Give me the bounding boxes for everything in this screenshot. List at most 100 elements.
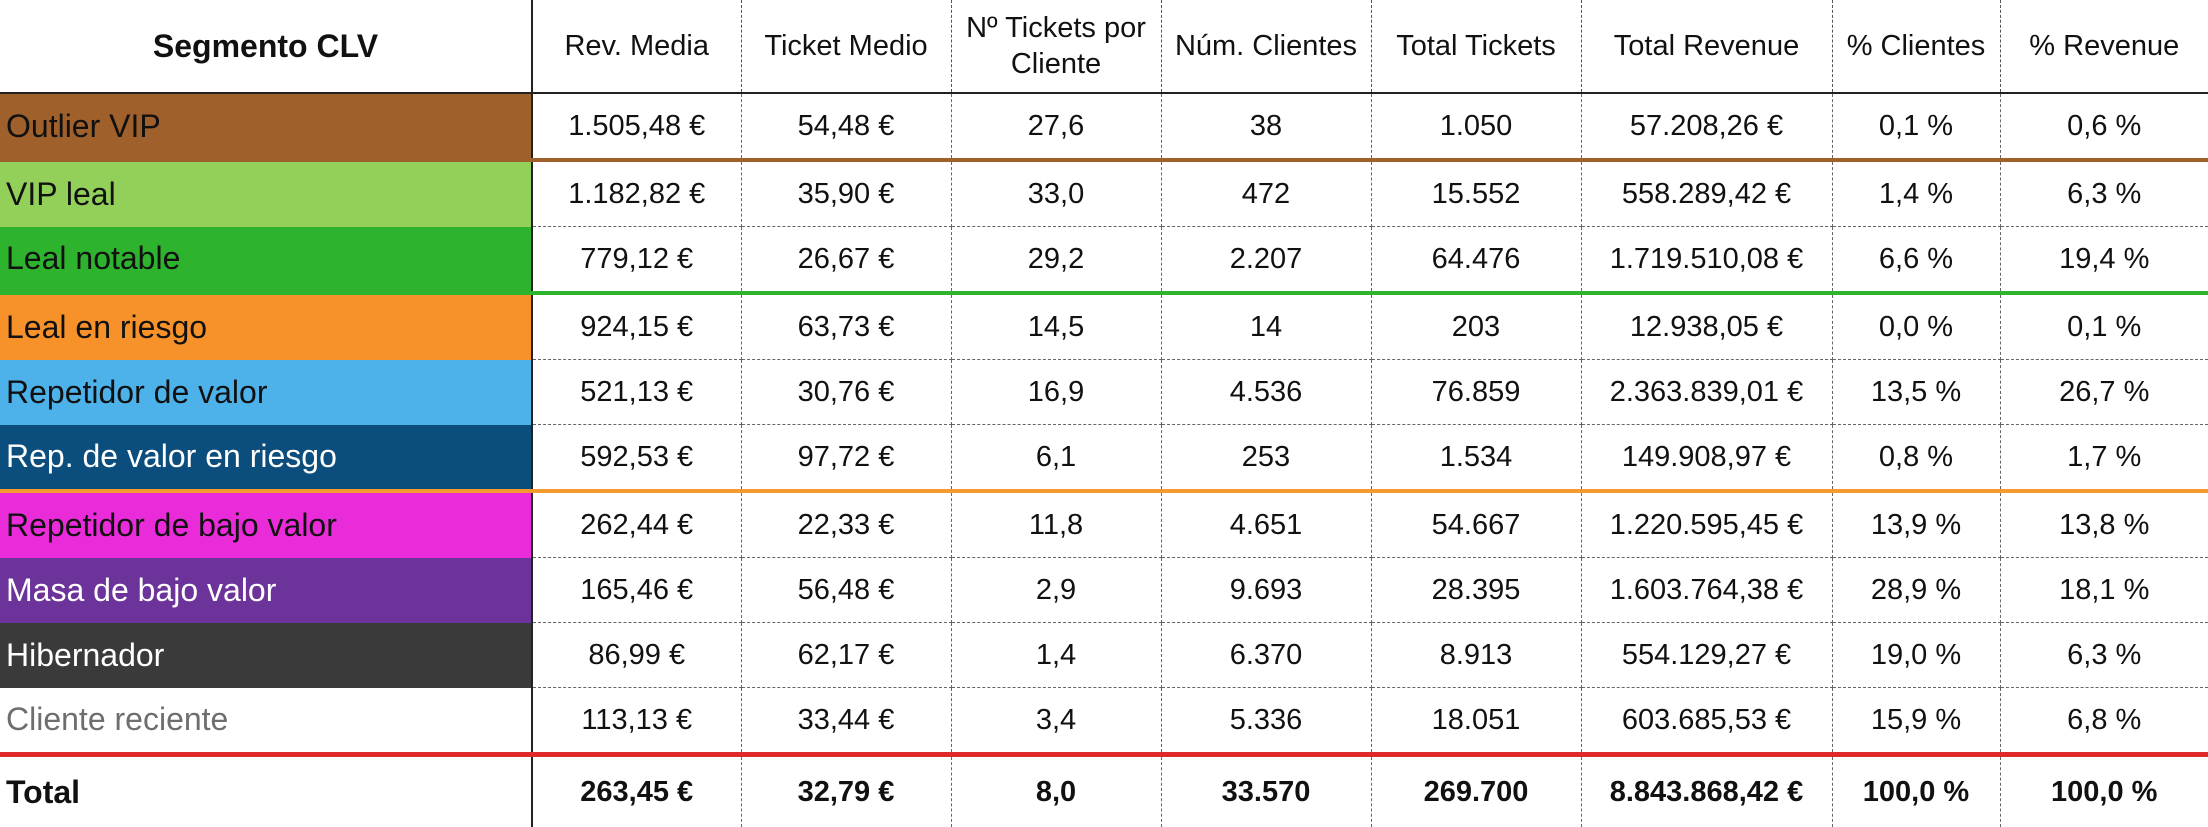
segment-label: Repetidor de valor xyxy=(0,360,532,425)
total-tickets-por-cliente: 8,0 xyxy=(951,755,1161,827)
header-tickets-por-cliente: Nº Tickets por Cliente xyxy=(951,0,1161,93)
cell-num-clientes: 38 xyxy=(1161,93,1371,160)
cell-num-clientes: 5.336 xyxy=(1161,688,1371,755)
header-row: Segmento CLV Rev. Media Ticket Medio Nº … xyxy=(0,0,2208,93)
cell-total-tickets: 1.050 xyxy=(1371,93,1581,160)
cell-pct-clientes: 13,9 % xyxy=(1832,491,2000,558)
cell-pct-revenue: 6,3 % xyxy=(2000,623,2208,688)
cell-total-revenue: 57.208,26 € xyxy=(1581,93,1832,160)
cell-total-tickets: 54.667 xyxy=(1371,491,1581,558)
cell-tickets-por-cliente: 11,8 xyxy=(951,491,1161,558)
cell-tickets-por-cliente: 2,9 xyxy=(951,558,1161,623)
cell-tickets-por-cliente: 16,9 xyxy=(951,360,1161,425)
cell-pct-clientes: 0,0 % xyxy=(1832,293,2000,360)
cell-ticket-medio: 54,48 € xyxy=(741,93,951,160)
segment-label: VIP leal xyxy=(0,160,532,227)
cell-total-revenue: 1.220.595,45 € xyxy=(1581,491,1832,558)
segment-label: Leal en riesgo xyxy=(0,293,532,360)
cell-total-revenue: 558.289,42 € xyxy=(1581,160,1832,227)
cell-ticket-medio: 33,44 € xyxy=(741,688,951,755)
header-segment: Segmento CLV xyxy=(0,0,532,93)
cell-tickets-por-cliente: 33,0 xyxy=(951,160,1161,227)
cell-pct-revenue: 18,1 % xyxy=(2000,558,2208,623)
cell-total-tickets: 28.395 xyxy=(1371,558,1581,623)
segment-label: Masa de bajo valor xyxy=(0,558,532,623)
cell-pct-clientes: 15,9 % xyxy=(1832,688,2000,755)
cell-rev-media: 1.505,48 € xyxy=(532,93,741,160)
cell-pct-revenue: 6,3 % xyxy=(2000,160,2208,227)
cell-num-clientes: 2.207 xyxy=(1161,227,1371,294)
cell-pct-revenue: 13,8 % xyxy=(2000,491,2208,558)
segment-label: Hibernador xyxy=(0,623,532,688)
header-pct-clientes: % Clientes xyxy=(1832,0,2000,93)
cell-pct-revenue: 26,7 % xyxy=(2000,360,2208,425)
cell-total-revenue: 603.685,53 € xyxy=(1581,688,1832,755)
segment-label: Cliente reciente xyxy=(0,688,532,755)
cell-total-revenue: 1.603.764,38 € xyxy=(1581,558,1832,623)
cell-num-clientes: 4.651 xyxy=(1161,491,1371,558)
cell-tickets-por-cliente: 3,4 xyxy=(951,688,1161,755)
cell-ticket-medio: 22,33 € xyxy=(741,491,951,558)
cell-pct-revenue: 0,6 % xyxy=(2000,93,2208,160)
cell-ticket-medio: 35,90 € xyxy=(741,160,951,227)
total-rev-media: 263,45 € xyxy=(532,755,741,827)
total-pct-clientes: 100,0 % xyxy=(1832,755,2000,827)
cell-num-clientes: 472 xyxy=(1161,160,1371,227)
cell-ticket-medio: 62,17 € xyxy=(741,623,951,688)
cell-pct-revenue: 19,4 % xyxy=(2000,227,2208,294)
cell-pct-revenue: 6,8 % xyxy=(2000,688,2208,755)
cell-total-tickets: 64.476 xyxy=(1371,227,1581,294)
header-num-clientes: Núm. Clientes xyxy=(1161,0,1371,93)
total-label: Total xyxy=(0,755,532,827)
cell-ticket-medio: 97,72 € xyxy=(741,425,951,492)
header-ticket-medio: Ticket Medio xyxy=(741,0,951,93)
cell-tickets-por-cliente: 6,1 xyxy=(951,425,1161,492)
total-ticket-medio: 32,79 € xyxy=(741,755,951,827)
cell-tickets-por-cliente: 27,6 xyxy=(951,93,1161,160)
cell-ticket-medio: 63,73 € xyxy=(741,293,951,360)
total-total-tickets: 269.700 xyxy=(1371,755,1581,827)
cell-total-revenue: 149.908,97 € xyxy=(1581,425,1832,492)
cell-pct-clientes: 19,0 % xyxy=(1832,623,2000,688)
segment-label: Leal notable xyxy=(0,227,532,294)
cell-total-revenue: 1.719.510,08 € xyxy=(1581,227,1832,294)
cell-num-clientes: 6.370 xyxy=(1161,623,1371,688)
cell-ticket-medio: 26,67 € xyxy=(741,227,951,294)
cell-rev-media: 262,44 € xyxy=(532,491,741,558)
cell-num-clientes: 9.693 xyxy=(1161,558,1371,623)
header-rev-media: Rev. Media xyxy=(532,0,741,93)
cell-rev-media: 521,13 € xyxy=(532,360,741,425)
cell-pct-revenue: 0,1 % xyxy=(2000,293,2208,360)
cell-total-tickets: 15.552 xyxy=(1371,160,1581,227)
cell-tickets-por-cliente: 14,5 xyxy=(951,293,1161,360)
segment-label: Outlier VIP xyxy=(0,93,532,160)
cell-num-clientes: 253 xyxy=(1161,425,1371,492)
cell-num-clientes: 4.536 xyxy=(1161,360,1371,425)
cell-tickets-por-cliente: 29,2 xyxy=(951,227,1161,294)
cell-total-tickets: 8.913 xyxy=(1371,623,1581,688)
cell-total-tickets: 76.859 xyxy=(1371,360,1581,425)
cell-rev-media: 592,53 € xyxy=(532,425,741,492)
cell-rev-media: 86,99 € xyxy=(532,623,741,688)
cell-ticket-medio: 56,48 € xyxy=(741,558,951,623)
cell-total-revenue: 12.938,05 € xyxy=(1581,293,1832,360)
header-total-tickets: Total Tickets xyxy=(1371,0,1581,93)
header-pct-revenue: % Revenue xyxy=(2000,0,2208,93)
cell-total-tickets: 18.051 xyxy=(1371,688,1581,755)
cell-num-clientes: 14 xyxy=(1161,293,1371,360)
cell-total-revenue: 2.363.839,01 € xyxy=(1581,360,1832,425)
cell-pct-revenue: 1,7 % xyxy=(2000,425,2208,492)
cell-rev-media: 924,15 € xyxy=(532,293,741,360)
